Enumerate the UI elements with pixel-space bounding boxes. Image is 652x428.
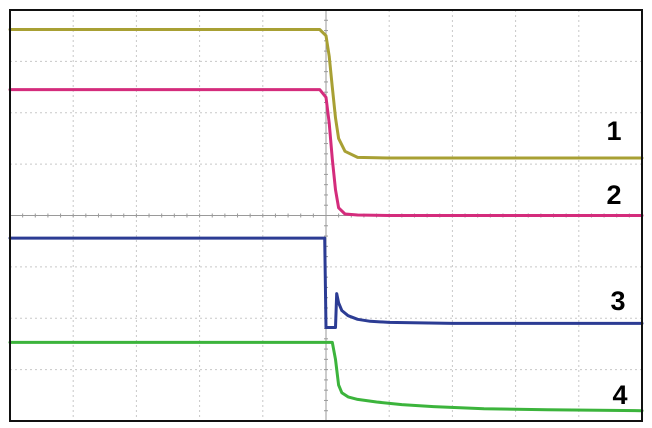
trace-1-line bbox=[8, 28, 644, 160]
plot-frame bbox=[9, 9, 643, 422]
trace-2-label: 2 bbox=[606, 180, 621, 210]
trace-2-line bbox=[8, 88, 644, 217]
trace-4-label: 4 bbox=[612, 380, 627, 410]
trace-3-line bbox=[8, 236, 644, 329]
trace-labels: 1 2 3 4 bbox=[606, 116, 627, 410]
trace-3-label: 3 bbox=[610, 286, 625, 316]
trace-1-label: 1 bbox=[606, 116, 621, 146]
traces bbox=[8, 28, 644, 413]
trace-4-line bbox=[8, 340, 644, 413]
